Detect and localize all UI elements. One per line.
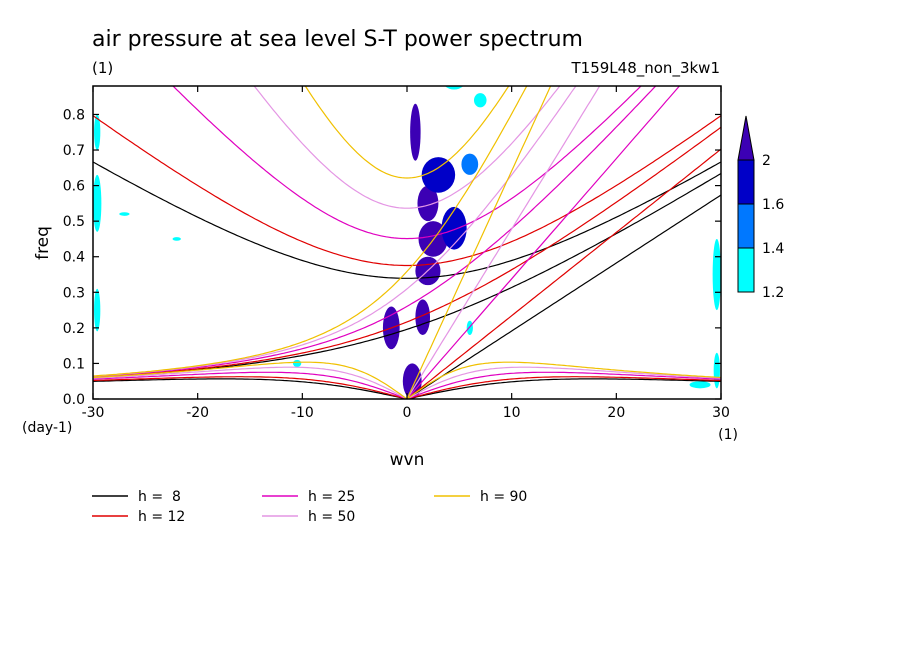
dispersion-curve: [406, 86, 601, 399]
spectrum-shading: [93, 86, 721, 399]
dispersion-curve: [304, 86, 510, 179]
legend-label: h = 12: [138, 509, 185, 525]
shade-region: [466, 320, 473, 335]
y-tick-label: 0.2: [63, 321, 85, 337]
shade-region: [417, 185, 439, 222]
legend-label: h = 8: [138, 489, 181, 505]
shade-region: [689, 381, 711, 389]
plot-frame: [92, 85, 722, 400]
shade-region: [712, 238, 721, 311]
dispersion-curve: [172, 86, 642, 240]
colorbar-label: 2: [762, 153, 771, 169]
colorbar-segment: [737, 247, 755, 293]
dispersion-curve: [93, 115, 721, 267]
y-tick-label: 0.5: [63, 214, 85, 230]
x-tick-label: 30: [712, 405, 730, 421]
y-tick-label: 0.7: [63, 143, 85, 159]
x-tick-label: 20: [607, 405, 625, 421]
chart-title: air pressure at sea level S-T power spec…: [92, 27, 583, 52]
shade-region: [473, 93, 487, 108]
chart-subtitle-right: T159L48_non_3kw1: [571, 59, 720, 78]
y-unit-label: (day-1): [22, 420, 72, 436]
x-tick-label: 0: [403, 405, 412, 421]
shade-region: [119, 212, 130, 216]
shade-region: [421, 157, 456, 193]
shade-region: [713, 352, 720, 389]
x-axis-label: wvn: [390, 450, 425, 470]
shade-region: [94, 114, 101, 151]
colorbar: 1.2 1.4 1.6 2: [737, 115, 784, 301]
shade-region: [444, 86, 464, 90]
shade-region: [94, 288, 101, 332]
chart-subtitle-left: (1): [92, 59, 113, 77]
dispersion-curve: [93, 378, 721, 399]
dispersion-curve: [406, 86, 681, 399]
colorbar-label: 1.4: [762, 241, 784, 257]
x-tick-label: 10: [503, 405, 521, 421]
colorbar-segment: [737, 159, 755, 205]
legend-label: h = 25: [308, 489, 355, 505]
x-tick-label: -20: [186, 405, 209, 421]
y-tick-label: 0.6: [63, 179, 85, 195]
legend-label: h = 50: [308, 509, 355, 525]
dispersion-curve: [93, 371, 721, 399]
dispersion-curve: [93, 86, 657, 378]
legend-label: h = 90: [480, 489, 527, 505]
dispersion-curve: [93, 361, 721, 399]
colorbar-label: 1.2: [762, 285, 784, 301]
y-tick-label: 0.4: [63, 250, 85, 266]
dispersion-curve: [93, 86, 577, 377]
dispersion-curve: [253, 86, 561, 209]
y-axis-label: freq: [33, 226, 53, 260]
x-tick-label: -10: [291, 405, 314, 421]
x-tick-label: -30: [82, 405, 105, 421]
dispersion-curve: [93, 126, 721, 378]
shade-region: [402, 363, 422, 399]
shade-region: [410, 103, 421, 161]
colorbar-segment: [737, 203, 755, 249]
legend: h = 8 h = 12 h = 25 h = 50 h = 90: [92, 489, 527, 525]
y-tick-label: 0.0: [63, 392, 85, 408]
x-unit-label: (1): [718, 427, 738, 443]
dispersion-curves: [93, 86, 721, 399]
dispersion-curve: [406, 148, 721, 399]
colorbar-segment: [737, 115, 755, 161]
x-axis-ticks: -30 -20 -10 0 10 20 30: [82, 86, 730, 421]
dispersion-curve: [93, 376, 721, 399]
y-tick-label: 0.3: [63, 285, 85, 301]
y-tick-label: 0.8: [63, 107, 85, 123]
dispersion-curve: [406, 194, 721, 399]
colorbar-label: 1.6: [762, 197, 784, 213]
shade-region: [415, 299, 431, 335]
shade-region: [172, 237, 181, 241]
dispersion-curve: [93, 366, 721, 399]
dispersion-curve: [93, 172, 721, 379]
dispersion-curve: [93, 86, 528, 377]
shade-region: [441, 206, 467, 250]
shade-region: [461, 153, 479, 175]
y-tick-label: 0.1: [63, 356, 85, 372]
shade-region: [93, 174, 102, 232]
dispersion-curve: [93, 161, 721, 279]
dispersion-curve: [406, 86, 552, 399]
y-axis-ticks: 0.0 0.1 0.2 0.3 0.4 0.5 0.6 0.7 0.8: [63, 107, 721, 408]
shade-region: [292, 359, 302, 367]
